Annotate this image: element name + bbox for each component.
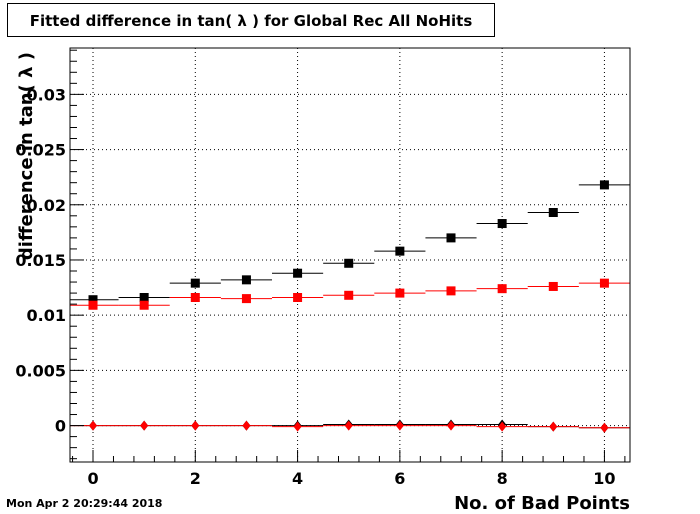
data-point bbox=[446, 286, 456, 296]
data-point bbox=[549, 421, 558, 432]
y-tick-label: 0.02 bbox=[27, 196, 66, 215]
y-tick-label: 0.005 bbox=[15, 361, 66, 380]
timestamp: Mon Apr 2 20:29:44 2018 bbox=[6, 497, 163, 510]
data-point bbox=[600, 422, 609, 433]
data-point bbox=[395, 288, 405, 298]
series-2 bbox=[70, 278, 630, 310]
x-tick-label: 6 bbox=[394, 469, 405, 488]
data-point bbox=[139, 300, 149, 310]
y-axis-label: difference in tan( λ ) bbox=[16, 52, 37, 260]
chart-title: Fitted difference in tan( λ ) for Global… bbox=[29, 12, 473, 30]
axes bbox=[69, 47, 631, 463]
x-tick-label: 4 bbox=[292, 469, 303, 488]
y-tick-label: 0.025 bbox=[15, 141, 66, 160]
data-point bbox=[88, 300, 98, 310]
x-tick-label: 10 bbox=[593, 469, 615, 488]
y-tick-label: 0.015 bbox=[15, 251, 66, 270]
data-point bbox=[241, 294, 251, 304]
series-1 bbox=[70, 180, 630, 305]
data-point bbox=[548, 281, 558, 291]
data-point bbox=[395, 246, 405, 256]
data-point bbox=[447, 420, 456, 431]
y-tick-label: 0.03 bbox=[27, 85, 66, 104]
data-point bbox=[293, 268, 303, 278]
data-point bbox=[497, 284, 507, 294]
data-point bbox=[498, 421, 507, 432]
data-point bbox=[88, 295, 98, 305]
plot-frame bbox=[69, 47, 631, 463]
data-point bbox=[293, 421, 302, 432]
data-point bbox=[139, 293, 149, 303]
data-point bbox=[190, 293, 200, 303]
x-tick-label: 0 bbox=[87, 469, 98, 488]
tick-labels: 0 2 4 6 8 10 0 0.005 0.01 0.015 0.02 0.025 0.03 bbox=[15, 85, 615, 488]
y-tick-label: 0.01 bbox=[27, 306, 66, 325]
data-point bbox=[548, 207, 558, 217]
data-point bbox=[497, 219, 507, 229]
grid-lines bbox=[70, 48, 630, 462]
data-point bbox=[344, 258, 354, 268]
chart-title-box: Fitted difference in tan( λ ) for Global… bbox=[7, 3, 495, 37]
data-point bbox=[599, 278, 609, 288]
data-point bbox=[344, 420, 353, 431]
x-tick-label: 8 bbox=[497, 469, 508, 488]
x-axis-label: No. of Bad Points bbox=[454, 493, 630, 514]
data-point bbox=[190, 278, 200, 288]
data-point bbox=[446, 233, 456, 243]
data-point bbox=[140, 420, 149, 431]
series-4 bbox=[70, 420, 630, 433]
data-point bbox=[241, 275, 251, 285]
x-tick-label: 2 bbox=[190, 469, 201, 488]
data-point bbox=[89, 420, 98, 431]
data-point bbox=[599, 180, 609, 190]
data-point bbox=[191, 420, 200, 431]
data-point bbox=[293, 293, 303, 303]
y-tick-label: 0 bbox=[55, 417, 66, 436]
data-point bbox=[344, 290, 354, 300]
data-series bbox=[70, 180, 630, 433]
data-point bbox=[395, 420, 404, 431]
data-point bbox=[242, 420, 251, 431]
